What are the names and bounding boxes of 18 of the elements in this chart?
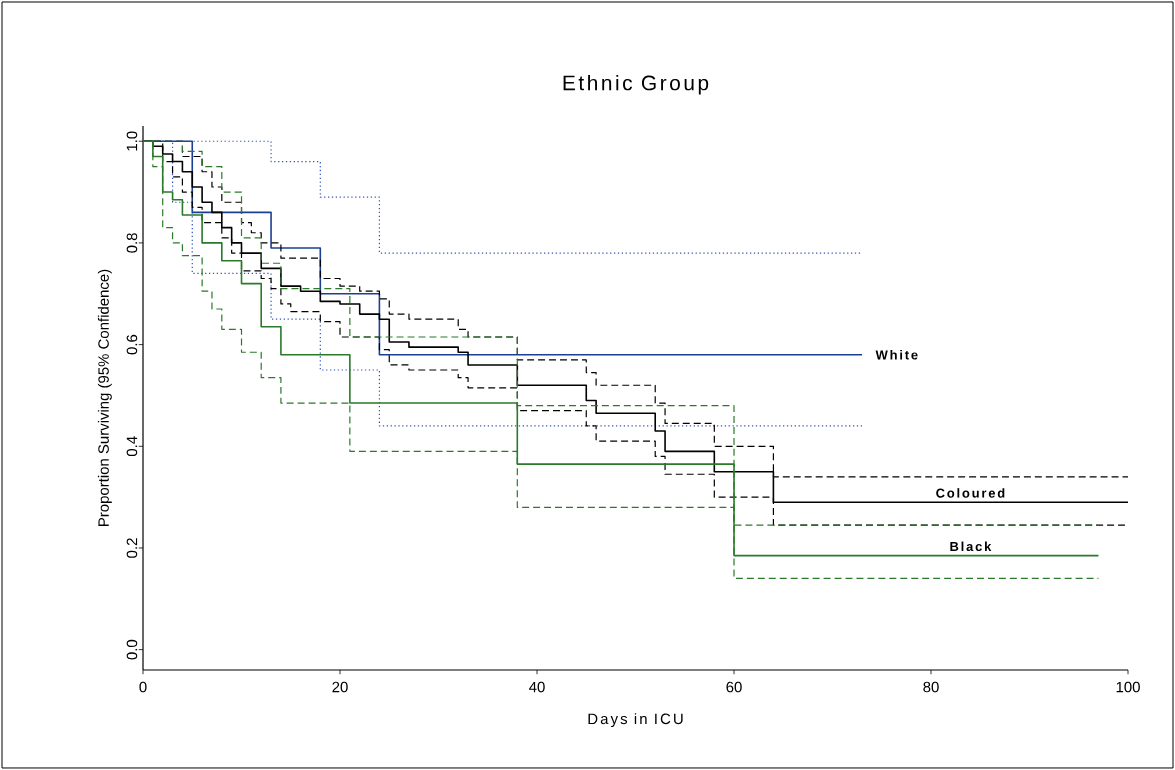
y-tick-label: 0.4: [126, 436, 138, 457]
x-tick-label: 40: [529, 681, 545, 693]
series-label: White: [875, 350, 918, 360]
x-tick-label: 20: [332, 681, 348, 693]
x-tick-label: 100: [1116, 681, 1140, 693]
series-label: Coloured: [936, 488, 1005, 498]
y-tick-label: 0.6: [126, 334, 138, 355]
x-axis-title: Days in ICU: [588, 713, 683, 728]
y-axis-title: Proportion Surviving (95% Confidence): [97, 269, 112, 526]
x-tick-label: 0: [139, 681, 147, 693]
y-tick-label: 0.8: [126, 233, 138, 253]
x-tick-label: 80: [923, 681, 939, 693]
y-tick-label: 0.0: [126, 639, 138, 660]
y-tick-label: 1.0: [126, 131, 138, 151]
chart-title: Ethnic Group: [563, 74, 709, 95]
series-label: Black: [950, 541, 992, 552]
x-tick-label: 60: [726, 681, 742, 693]
y-tick-label: 0.2: [126, 538, 138, 558]
